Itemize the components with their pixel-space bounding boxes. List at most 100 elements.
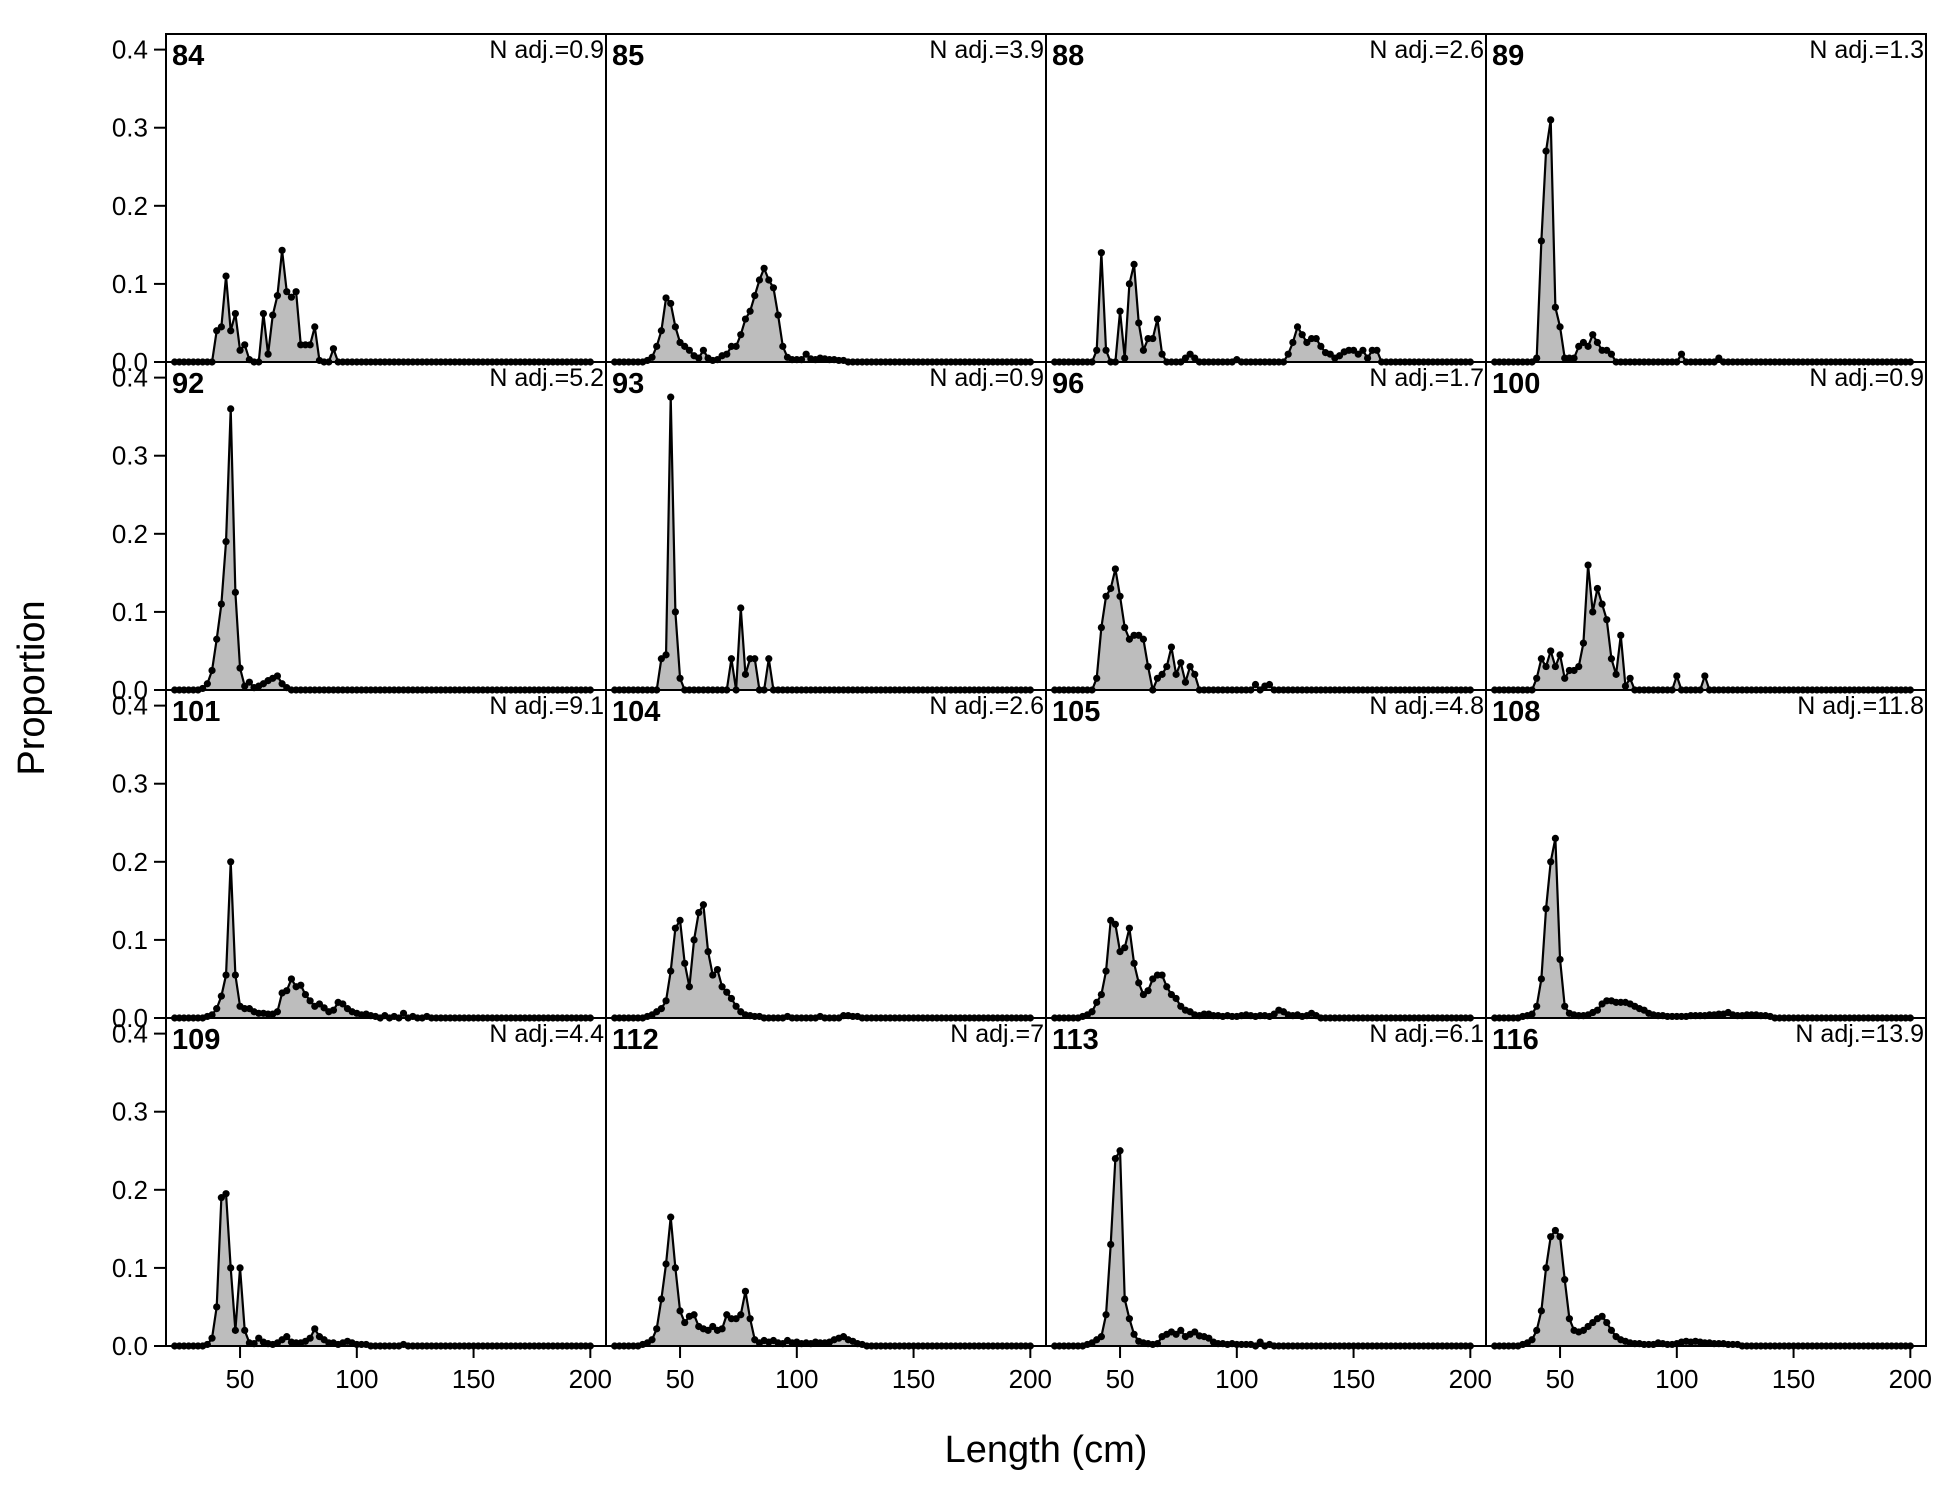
data-point <box>695 908 703 917</box>
data-point <box>667 299 675 308</box>
data-point <box>1561 1276 1569 1284</box>
data-point <box>1158 971 1166 979</box>
data-point <box>765 276 773 284</box>
data-point <box>676 674 684 682</box>
data-point <box>648 353 656 361</box>
data-point <box>1575 662 1583 671</box>
panel-label: 109 <box>172 1024 220 1056</box>
panel-label: 112 <box>612 1024 659 1056</box>
data-point <box>311 323 319 331</box>
series-line-88 <box>1054 252 1471 364</box>
y-tick-label: 0.4 <box>112 1019 148 1049</box>
data-point <box>1373 346 1381 354</box>
data-point <box>269 311 277 319</box>
panel-label: 96 <box>1052 368 1084 400</box>
data-point <box>751 292 759 300</box>
data-point <box>1363 354 1372 362</box>
panel-label: 89 <box>1492 40 1524 72</box>
data-point <box>217 323 225 331</box>
data-point <box>681 1318 689 1327</box>
data-point <box>1551 303 1559 311</box>
n-adj-label: N adj.=7 <box>950 1020 1044 1048</box>
data-point <box>1542 662 1550 671</box>
data-point <box>1116 307 1124 315</box>
panel-101: 101 N adj.=9.1 0.0 0.1 0.2 0.3 0.4 <box>112 689 607 1033</box>
data-point <box>1547 647 1555 655</box>
data-point <box>718 983 726 991</box>
data-point <box>667 967 675 975</box>
data-point <box>1589 331 1597 339</box>
x-tick-label: 50 <box>666 1364 695 1394</box>
data-point <box>1570 354 1578 362</box>
data-point <box>737 604 745 612</box>
data-point <box>667 1213 675 1221</box>
data-point <box>1551 834 1559 842</box>
data-point <box>273 1008 282 1016</box>
panel-104: 104 N adj.=2.6 <box>605 689 1047 1022</box>
data-point <box>1593 1006 1602 1014</box>
n-adj-label: N adj.=0.9 <box>929 364 1044 392</box>
data-point <box>283 288 291 296</box>
n-adj-label: N adj.=13.9 <box>1795 1020 1924 1048</box>
data-point <box>329 1006 338 1014</box>
data-point <box>760 264 768 272</box>
data-point <box>671 608 679 616</box>
data-point <box>662 651 670 659</box>
data-point <box>779 342 787 350</box>
data-point <box>667 393 675 401</box>
data-point <box>1125 924 1133 932</box>
data-point <box>1102 592 1110 600</box>
data-point <box>671 924 679 932</box>
panel-116: 116 N adj.=13.9 50 100 150 200 <box>1485 1017 1932 1394</box>
data-point <box>1607 655 1616 663</box>
data-point <box>241 341 249 349</box>
panel-label: 85 <box>612 40 644 72</box>
panel-label: 101 <box>172 696 220 728</box>
x-tick-label: 100 <box>335 1364 378 1394</box>
data-point <box>1251 680 1260 689</box>
n-adj-label: N adj.=5.2 <box>489 364 604 392</box>
area-fill-105 <box>1054 920 1471 1018</box>
data-point <box>676 1307 684 1315</box>
data-point <box>245 678 253 686</box>
panel-109: 109 N adj.=4.4 0.0 0.1 0.2 0.3 0.4 50 100 150 200 <box>112 1017 612 1394</box>
data-point <box>802 350 810 358</box>
data-point <box>1701 672 1709 680</box>
y-tick-label: 0.0 <box>112 1003 148 1033</box>
data-point <box>1144 662 1152 671</box>
data-point <box>737 331 745 339</box>
data-point <box>1556 1233 1564 1241</box>
n-adj-label: N adj.=2.6 <box>1369 36 1484 64</box>
data-point <box>217 992 225 1000</box>
data-point <box>236 346 244 354</box>
panel-113: 113 N adj.=6.1 50 100 150 200 <box>1045 1017 1492 1394</box>
data-point <box>1191 670 1199 678</box>
data-point <box>662 997 670 1005</box>
data-point <box>1542 1264 1550 1272</box>
data-point <box>306 997 314 1005</box>
data-point <box>231 309 239 318</box>
x-tick-label: 100 <box>1215 1364 1258 1394</box>
data-point <box>713 965 722 974</box>
data-point <box>1528 1010 1536 1018</box>
data-point <box>1116 1147 1124 1155</box>
panel-88: 88 N adj.=2.6 <box>1045 33 1487 366</box>
panel-label: 116 <box>1492 1024 1539 1056</box>
panel-label: 88 <box>1052 40 1084 72</box>
data-point <box>1556 955 1564 964</box>
data-point <box>718 1325 726 1333</box>
data-point <box>662 294 670 302</box>
data-point <box>1093 346 1101 354</box>
n-adj-label: N adj.=2.6 <box>929 692 1044 720</box>
data-point <box>236 664 244 672</box>
panel-93: 93 N adj.=0.9 <box>605 361 1047 694</box>
x-tick-label: 150 <box>1772 1364 1815 1394</box>
y-tick-label: 0.0 <box>112 347 148 377</box>
n-adj-label: N adj.=3.9 <box>929 36 1044 64</box>
data-point <box>676 916 684 924</box>
data-point <box>690 936 698 944</box>
y-tick-label: 0.1 <box>112 1253 148 1283</box>
x-tick-label: 100 <box>775 1364 818 1394</box>
data-point <box>1121 944 1129 952</box>
